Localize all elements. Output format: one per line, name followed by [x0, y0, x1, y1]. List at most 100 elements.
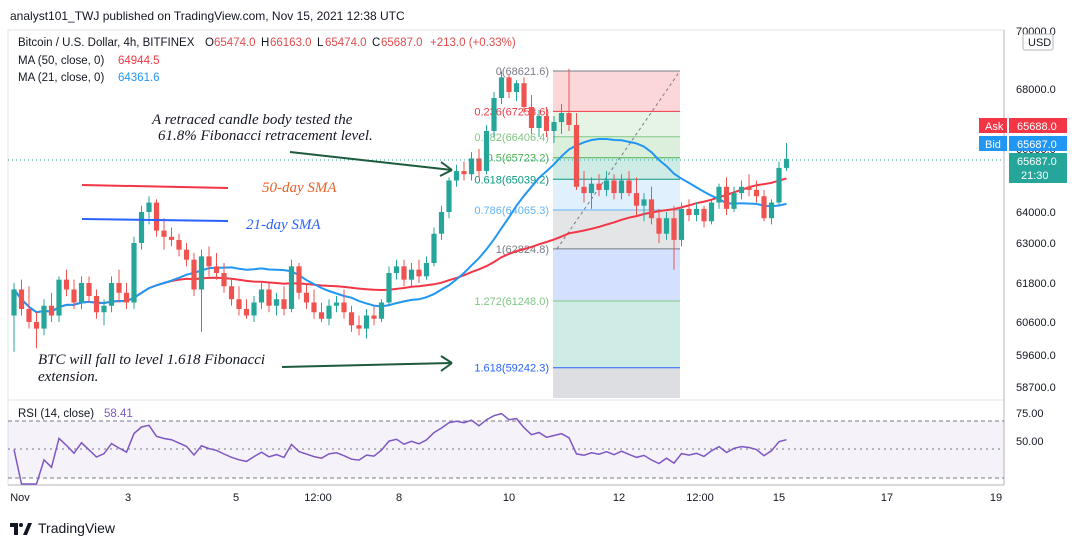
candle-body	[528, 107, 535, 128]
fib-level-label: 0.382(66406.4)	[474, 132, 549, 144]
candle-body	[603, 180, 610, 190]
candle-body	[71, 289, 77, 303]
candle-body	[228, 286, 235, 300]
ma21-line	[13, 138, 787, 314]
candle-body	[281, 299, 287, 309]
price-tick-label: 60600.0	[1016, 317, 1056, 329]
candle-body	[476, 158, 482, 172]
annotations[interactable]: 50-day SMA 21-day SMA A retraced candle …	[38, 112, 453, 385]
currency-button[interactable]	[1022, 33, 1054, 51]
candle-body	[491, 98, 497, 131]
fall-arrow[interactable]	[281, 362, 453, 368]
candle-body	[416, 269, 422, 277]
sma21-annotation: 21-day SMA	[246, 217, 321, 233]
candle-body	[648, 199, 655, 219]
fib-zone	[553, 111, 680, 137]
candle-body	[221, 273, 227, 287]
ask-label: Ask	[985, 121, 1004, 133]
candle-body	[543, 116, 550, 131]
candle-body	[611, 180, 617, 194]
sma50-marker-line[interactable]	[81, 184, 229, 189]
candle-body	[41, 305, 47, 329]
candle-body	[183, 249, 190, 260]
fib-zone	[553, 70, 680, 112]
candle-body	[341, 302, 347, 313]
candle-body	[581, 186, 587, 194]
candlestick-series	[11, 68, 790, 352]
candle-body	[671, 218, 677, 240]
price-axis[interactable]: 70000.068000.066000.064000.063000.061800…	[1016, 26, 1056, 448]
fibonacci-retracement[interactable]: 0(68621.6)0.236(67253.6)0.382(66406.4)0.…	[474, 66, 681, 398]
candle-body	[746, 186, 752, 190]
candle-body	[138, 212, 145, 243]
candle-body	[738, 186, 745, 194]
time-tick-label: 3	[125, 492, 131, 504]
candle-body	[311, 302, 317, 313]
candle-body	[656, 218, 662, 234]
candle-body	[288, 266, 295, 309]
rsi-tick-label: 75.00	[1016, 408, 1044, 420]
retrace-arrow-head-icon	[439, 161, 453, 177]
ohlc-close: 65687.0	[381, 37, 423, 49]
candle-body	[266, 289, 272, 306]
ohlc-low-label: L	[317, 37, 324, 49]
sma21-marker-line[interactable]	[81, 218, 229, 222]
candle-body	[401, 266, 407, 280]
retrace-arrow[interactable]	[289, 151, 453, 171]
candle-body	[483, 131, 490, 172]
time-tick-label: 12:00	[686, 492, 714, 504]
candle-body	[573, 125, 580, 187]
candle-body	[446, 180, 452, 212]
tradingview-brand[interactable]: TradingView	[10, 520, 115, 536]
candle-body	[626, 180, 632, 194]
candle-body	[116, 283, 122, 293]
price-tags: Ask 65688.0 Bid 65687.0 65687.0 21:30 US…	[979, 33, 1067, 183]
candle-body	[131, 243, 137, 303]
time-axis[interactable]: Nov 3 5 12:00 8 10 12 12:00 15 17 19	[10, 492, 1002, 504]
price-tick-label: 59600.0	[1016, 350, 1056, 362]
candle-body	[521, 83, 527, 107]
candle-body	[168, 236, 175, 240]
ma21-label: MA (21, close, 0)	[18, 72, 104, 84]
candle-body	[108, 283, 115, 306]
candle-body	[498, 77, 505, 98]
candle-body	[146, 202, 152, 212]
brand-name: TradingView	[38, 520, 116, 536]
fib-level-label: 1.272(61248.0)	[474, 296, 549, 308]
fall-annotation-line2: extension.	[38, 369, 98, 385]
candle-body	[618, 180, 625, 194]
candle-body	[506, 77, 512, 92]
price-tick-label: 63000.0	[1016, 238, 1056, 250]
time-tick-label: 15	[773, 492, 785, 504]
ask-value: 65688.0	[1017, 121, 1057, 133]
ohlc-low: 65474.0	[325, 37, 367, 49]
last-price-tag	[1009, 153, 1067, 183]
candle-body	[678, 208, 685, 240]
candle-body	[408, 269, 415, 280]
candle-body	[176, 239, 182, 250]
time-tick-label: 5	[233, 492, 239, 504]
fib-trend-line[interactable]	[556, 70, 681, 250]
candle-body	[243, 309, 250, 316]
candle-body	[633, 193, 640, 206]
ohlc-close-label: C	[372, 37, 380, 49]
candle-body	[48, 305, 55, 316]
ohlc-change: +213.0 (+0.33%)	[430, 37, 516, 49]
candle-body	[333, 302, 340, 306]
candle-body	[663, 218, 670, 234]
candle-body	[641, 199, 647, 206]
candle-body	[318, 312, 325, 319]
rsi-tick-label: 50.00	[1016, 436, 1044, 448]
candle-body	[438, 212, 445, 234]
rsi-line	[13, 412, 787, 485]
candle-body	[378, 302, 385, 319]
ask-label-tag	[979, 118, 1007, 133]
candle-body	[273, 299, 280, 306]
fib-level-label: 0.786(64065.3)	[474, 205, 549, 217]
time-tick-label: 12	[613, 492, 625, 504]
price-tick-label: 64000.0	[1016, 207, 1056, 219]
candle-body	[161, 230, 167, 237]
publisher-line: analyst101_TWJ published on TradingView.…	[10, 9, 405, 23]
candle-body	[588, 183, 595, 194]
